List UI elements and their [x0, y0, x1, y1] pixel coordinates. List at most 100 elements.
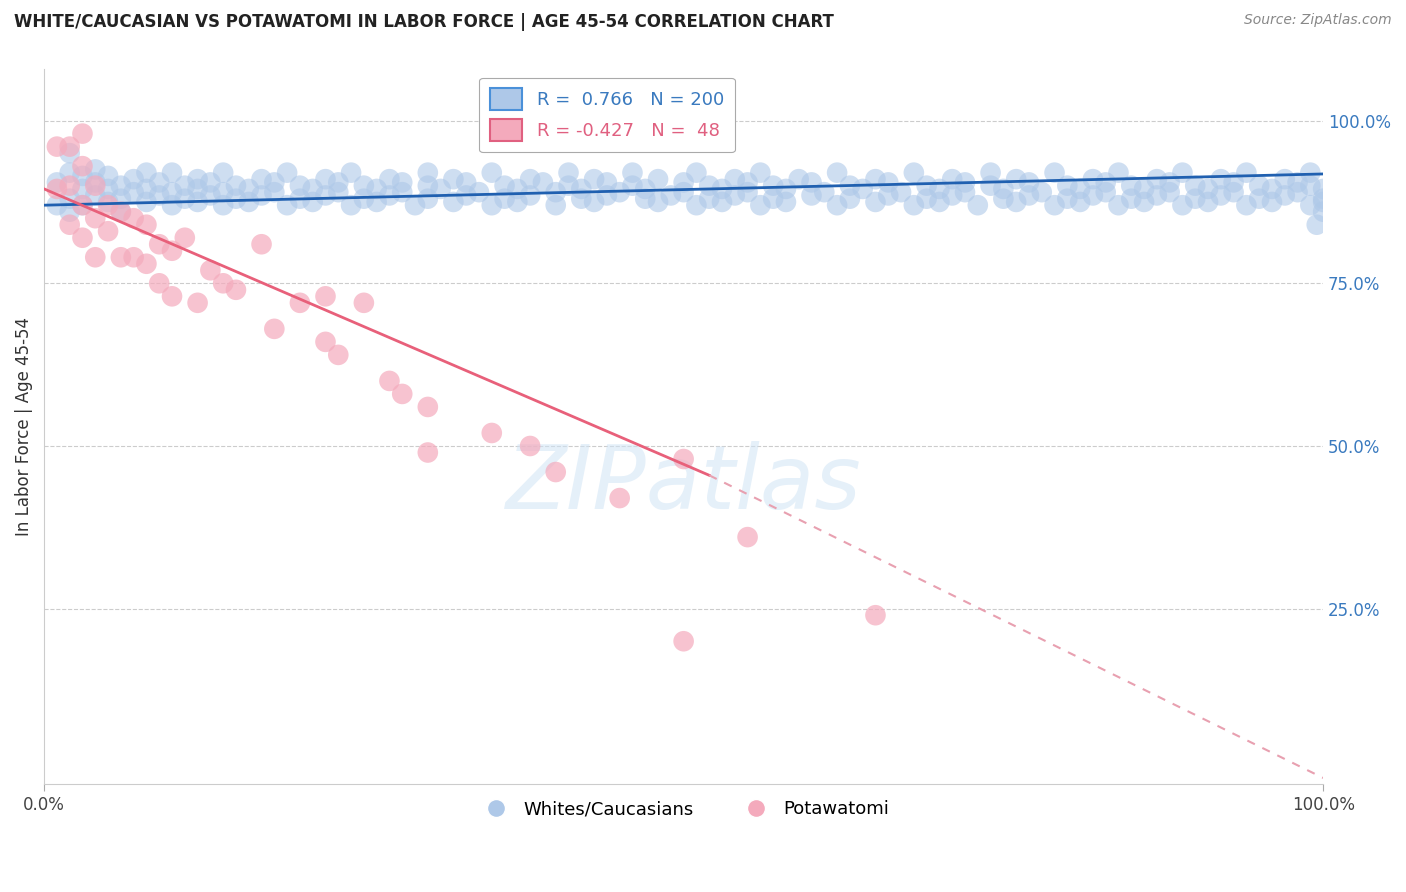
- Point: [122, 172, 145, 186]
- Point: [72, 127, 94, 141]
- Point: [672, 634, 695, 648]
- Point: [135, 166, 157, 180]
- Point: [993, 192, 1015, 206]
- Point: [634, 182, 657, 196]
- Point: [711, 182, 734, 196]
- Point: [1209, 172, 1232, 186]
- Point: [225, 192, 247, 206]
- Point: [494, 192, 516, 206]
- Point: [1159, 185, 1181, 199]
- Point: [110, 204, 132, 219]
- Point: [544, 198, 567, 212]
- Point: [1286, 185, 1309, 199]
- Point: [160, 289, 183, 303]
- Point: [456, 188, 478, 202]
- Point: [609, 491, 631, 505]
- Point: [441, 172, 464, 186]
- Point: [366, 182, 388, 196]
- Point: [711, 194, 734, 209]
- Point: [775, 194, 797, 209]
- Point: [1031, 185, 1053, 199]
- Point: [1171, 198, 1194, 212]
- Point: [353, 178, 375, 193]
- Point: [441, 194, 464, 209]
- Point: [1069, 194, 1091, 209]
- Point: [915, 192, 938, 206]
- Point: [1286, 176, 1309, 190]
- Point: [583, 194, 606, 209]
- Point: [519, 439, 541, 453]
- Point: [456, 176, 478, 190]
- Point: [353, 192, 375, 206]
- Point: [737, 185, 759, 199]
- Point: [506, 182, 529, 196]
- Point: [84, 188, 107, 202]
- Point: [1197, 194, 1219, 209]
- Point: [59, 178, 82, 193]
- Point: [838, 178, 860, 193]
- Point: [276, 198, 298, 212]
- Point: [315, 172, 337, 186]
- Text: Source: ZipAtlas.com: Source: ZipAtlas.com: [1244, 13, 1392, 28]
- Point: [1133, 194, 1156, 209]
- Point: [1299, 198, 1322, 212]
- Point: [263, 176, 285, 190]
- Point: [378, 188, 401, 202]
- Point: [1184, 192, 1206, 206]
- Point: [84, 176, 107, 190]
- Point: [749, 166, 772, 180]
- Point: [59, 139, 82, 153]
- Point: [903, 166, 925, 180]
- Point: [160, 198, 183, 212]
- Point: [328, 176, 350, 190]
- Point: [1133, 182, 1156, 196]
- Point: [135, 257, 157, 271]
- Point: [621, 178, 644, 193]
- Point: [59, 192, 82, 206]
- Point: [135, 218, 157, 232]
- Point: [468, 185, 491, 199]
- Point: [200, 263, 222, 277]
- Point: [148, 188, 170, 202]
- Point: [378, 374, 401, 388]
- Point: [596, 188, 619, 202]
- Point: [1197, 182, 1219, 196]
- Point: [1222, 176, 1244, 190]
- Point: [263, 185, 285, 199]
- Point: [72, 198, 94, 212]
- Point: [762, 192, 785, 206]
- Point: [212, 185, 235, 199]
- Point: [135, 194, 157, 209]
- Point: [697, 178, 720, 193]
- Point: [59, 166, 82, 180]
- Point: [1146, 172, 1168, 186]
- Point: [569, 182, 592, 196]
- Point: [519, 172, 541, 186]
- Point: [1069, 182, 1091, 196]
- Point: [915, 178, 938, 193]
- Point: [328, 348, 350, 362]
- Point: [110, 178, 132, 193]
- Point: [416, 445, 439, 459]
- Point: [544, 185, 567, 199]
- Point: [288, 295, 311, 310]
- Point: [135, 182, 157, 196]
- Point: [173, 192, 195, 206]
- Point: [328, 185, 350, 199]
- Point: [72, 182, 94, 196]
- Point: [928, 182, 950, 196]
- Point: [84, 162, 107, 177]
- Point: [1312, 204, 1334, 219]
- Point: [1261, 182, 1284, 196]
- Point: [340, 166, 363, 180]
- Point: [122, 250, 145, 264]
- Point: [429, 182, 451, 196]
- Point: [494, 178, 516, 193]
- Point: [122, 211, 145, 226]
- Point: [865, 172, 887, 186]
- Legend: Whites/Caucasians, Potawatomi: Whites/Caucasians, Potawatomi: [471, 793, 897, 825]
- Point: [187, 295, 209, 310]
- Point: [263, 322, 285, 336]
- Point: [148, 277, 170, 291]
- Point: [724, 172, 747, 186]
